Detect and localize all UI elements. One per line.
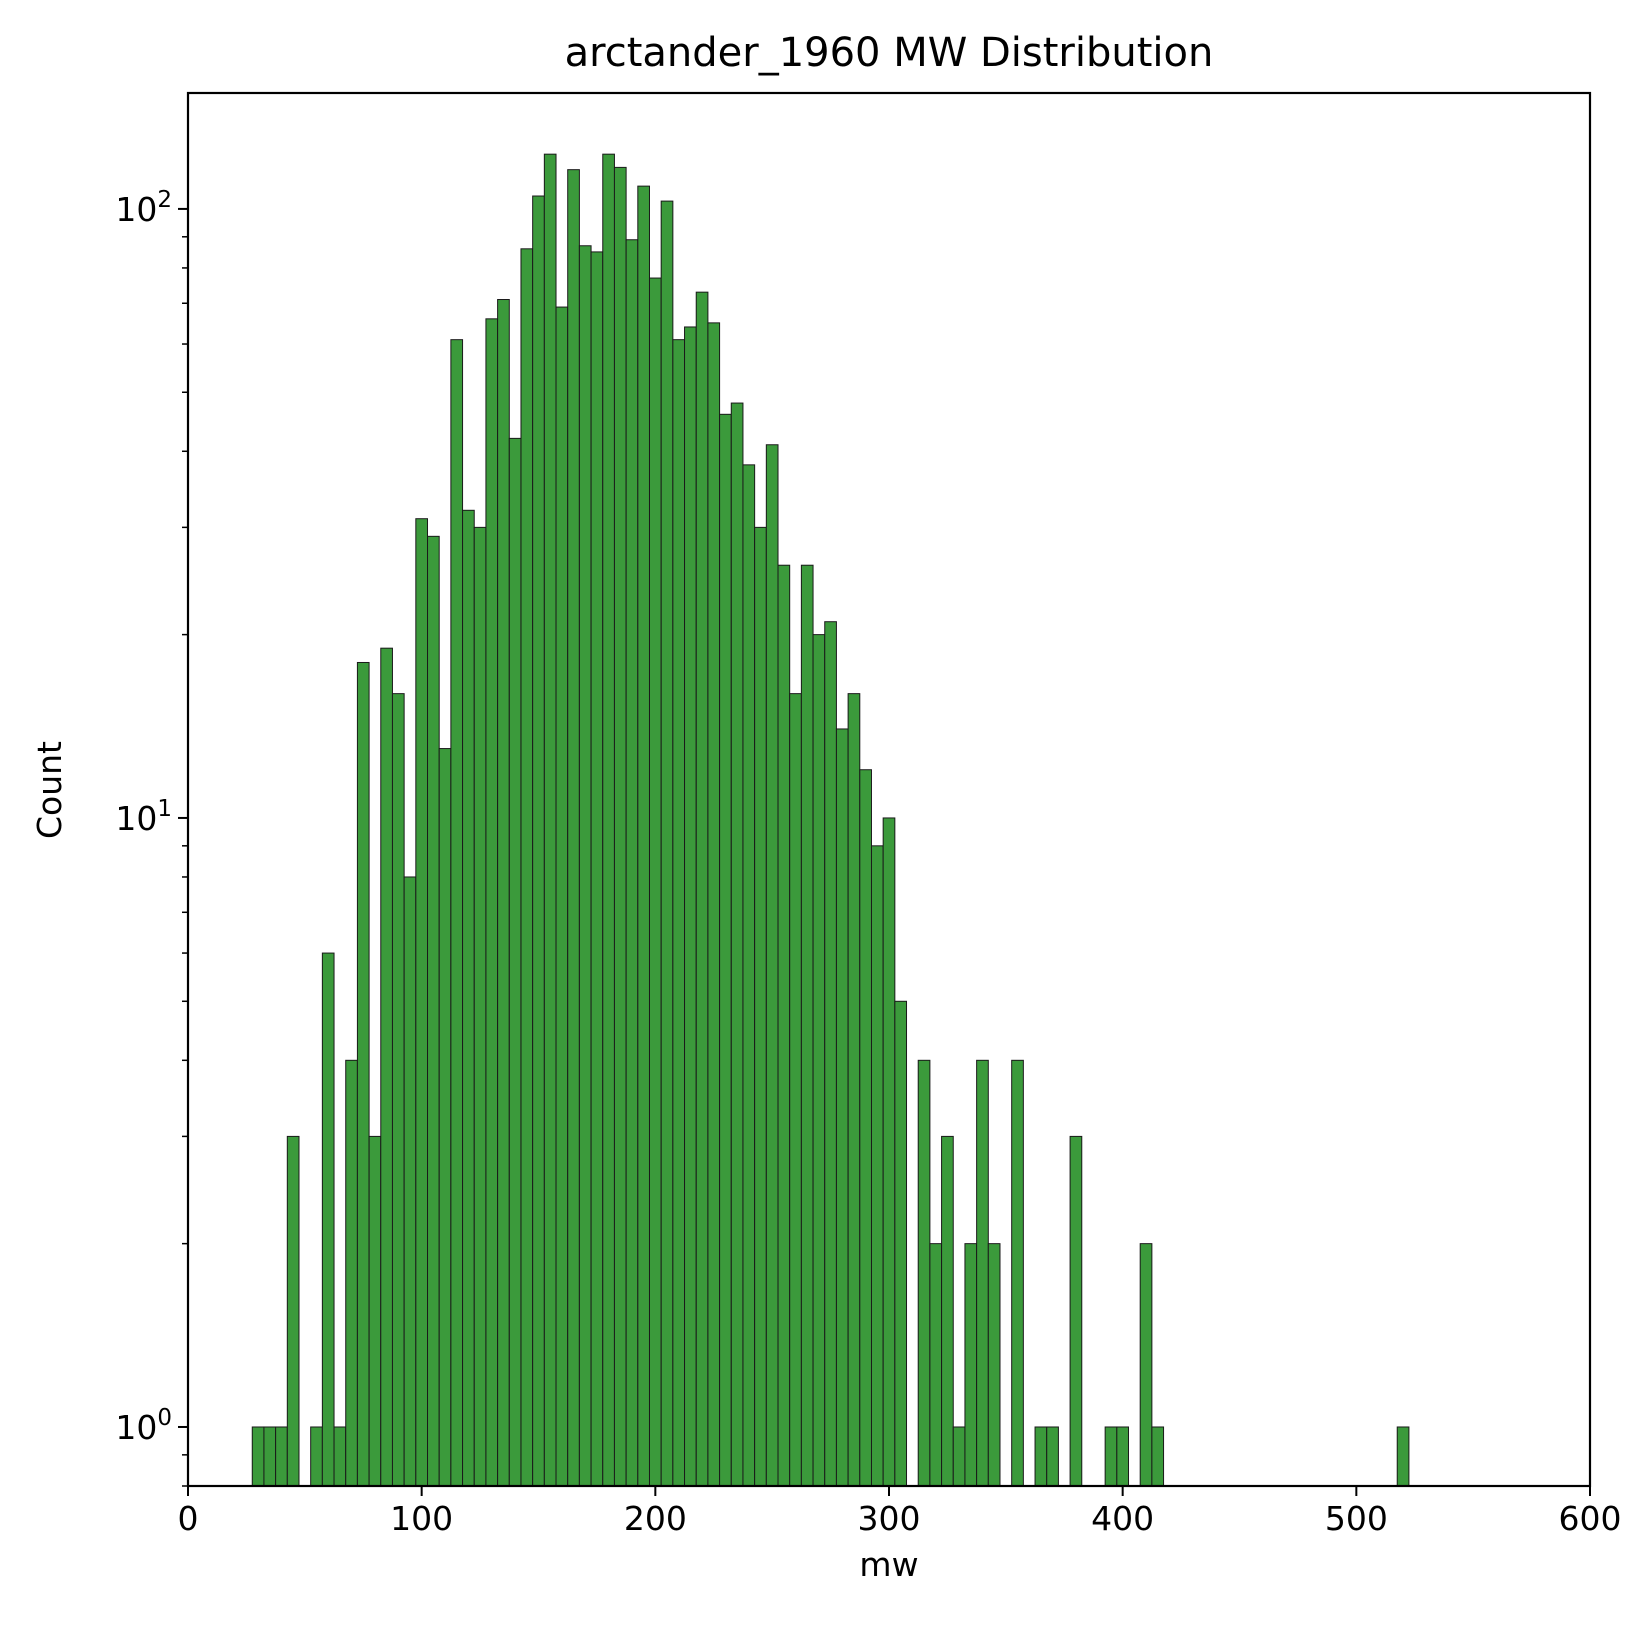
x-tick-label: 100 bbox=[390, 1499, 453, 1538]
histogram-bar bbox=[286, 1135, 300, 1487]
histogram-bar bbox=[648, 277, 662, 1487]
x-axis-ticks: 0 100 200 300 400 500 600 bbox=[178, 1486, 1622, 1538]
histogram-bar bbox=[485, 318, 499, 1487]
x-axis-label: mw bbox=[859, 1545, 918, 1584]
histogram-bar bbox=[508, 437, 522, 1487]
histogram-bar bbox=[707, 322, 721, 1487]
x-tick-label: 400 bbox=[1091, 1499, 1154, 1538]
y-tick-label: 101 bbox=[115, 796, 172, 838]
histogram-bar bbox=[555, 306, 569, 1487]
histogram-bar bbox=[987, 1243, 1001, 1487]
x-tick-label: 500 bbox=[1325, 1499, 1388, 1538]
histogram-bar bbox=[777, 564, 791, 1487]
histogram-bar bbox=[473, 526, 487, 1487]
histogram-bar bbox=[1151, 1426, 1165, 1487]
histogram-bar bbox=[1139, 1243, 1153, 1487]
histogram-bar bbox=[719, 413, 732, 1487]
histogram-bar bbox=[602, 153, 615, 1487]
histogram-bar bbox=[275, 1426, 288, 1487]
histogram-bar bbox=[1069, 1135, 1083, 1487]
histogram-bar bbox=[462, 509, 475, 1487]
histogram-bar bbox=[310, 1426, 323, 1487]
histogram-bar bbox=[578, 245, 592, 1487]
histogram-bar bbox=[929, 1243, 943, 1487]
y-axis-label: Count bbox=[30, 741, 69, 839]
histogram-bar bbox=[590, 251, 604, 1487]
x-tick-label: 0 bbox=[178, 1499, 199, 1538]
histogram-bar bbox=[427, 535, 440, 1487]
y-tick-label: 100 bbox=[115, 1405, 172, 1447]
x-tick-label: 600 bbox=[1559, 1499, 1622, 1538]
histogram-bar bbox=[976, 1059, 989, 1487]
histogram-bar bbox=[835, 728, 849, 1487]
histogram-bar bbox=[532, 195, 545, 1487]
histogram-bar bbox=[415, 518, 429, 1487]
histogram-bar bbox=[765, 444, 779, 1487]
histogram-bar bbox=[368, 1135, 382, 1487]
x-tick-label: 300 bbox=[858, 1499, 921, 1538]
histogram-bar bbox=[567, 169, 580, 1487]
plot-frame bbox=[186, 91, 1592, 1488]
histogram-bar bbox=[263, 1426, 277, 1487]
histogram-bar bbox=[859, 769, 872, 1487]
histogram-bar bbox=[625, 239, 639, 1487]
histogram-bar bbox=[660, 200, 674, 1487]
histogram-bar bbox=[1104, 1426, 1118, 1487]
chart-title: arctander_1960 MW Distribution bbox=[565, 30, 1214, 76]
histogram-bar bbox=[637, 185, 650, 1487]
histogram-bar bbox=[964, 1243, 978, 1487]
histogram-bar bbox=[391, 693, 405, 1487]
histogram-bar bbox=[952, 1426, 966, 1487]
histogram-bar bbox=[1046, 1426, 1059, 1487]
histogram-bar bbox=[882, 817, 896, 1487]
histogram-bar bbox=[870, 845, 884, 1487]
histogram-bar bbox=[941, 1135, 954, 1487]
histogram-bar bbox=[356, 661, 370, 1487]
histogram-bar bbox=[824, 621, 837, 1487]
histogram-bar bbox=[847, 693, 861, 1487]
histogram-bar bbox=[403, 876, 417, 1487]
histogram-bar bbox=[497, 299, 510, 1487]
histogram-bar bbox=[380, 647, 393, 1487]
histogram-bar bbox=[789, 693, 802, 1487]
histogram-bar bbox=[1011, 1059, 1024, 1487]
histogram-bar bbox=[684, 326, 697, 1487]
histogram-bar bbox=[1034, 1426, 1048, 1487]
histogram-bar bbox=[450, 339, 464, 1487]
histogram-bar bbox=[613, 166, 627, 1487]
histogram-bar bbox=[917, 1059, 931, 1487]
histogram-bar bbox=[438, 748, 452, 1487]
histogram-bar bbox=[800, 564, 814, 1487]
histogram-bar bbox=[812, 634, 826, 1487]
histogram-bar bbox=[754, 526, 767, 1487]
x-tick-label: 200 bbox=[624, 1499, 687, 1538]
histogram-bar bbox=[894, 1000, 908, 1487]
histogram-bar bbox=[672, 339, 686, 1487]
histogram-bar bbox=[520, 248, 534, 1487]
histogram-bar bbox=[543, 153, 557, 1487]
histogram-bar bbox=[695, 291, 709, 1487]
histogram-bar bbox=[321, 952, 335, 1487]
histogram-bar bbox=[251, 1426, 265, 1487]
y-tick-label: 102 bbox=[115, 187, 172, 229]
histogram-bar bbox=[345, 1059, 358, 1487]
histogram-bar bbox=[1116, 1426, 1130, 1487]
histogram-bar bbox=[1396, 1426, 1410, 1487]
histogram-bar bbox=[730, 402, 744, 1487]
histogram-bar bbox=[333, 1426, 347, 1487]
histogram-bar bbox=[742, 464, 756, 1487]
